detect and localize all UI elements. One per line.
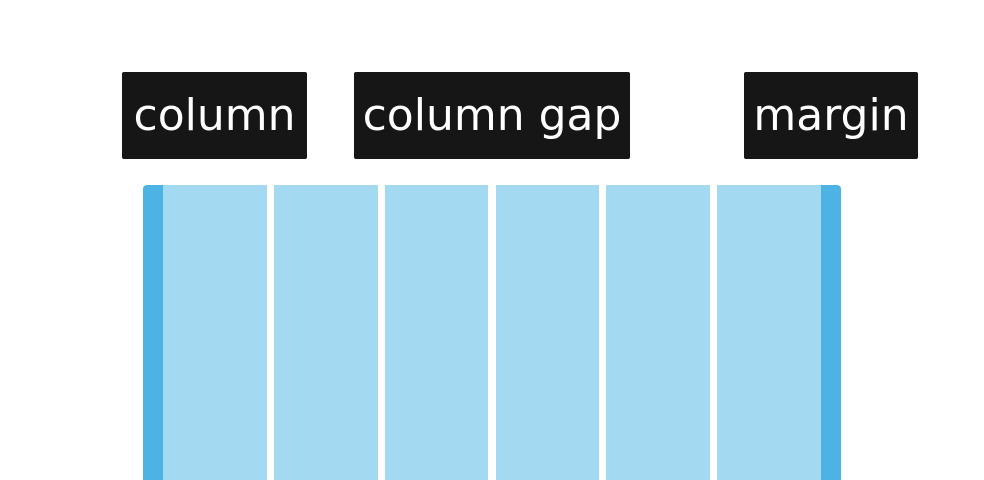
left-margin	[143, 185, 163, 480]
grid-column	[495, 185, 600, 480]
grid-column	[384, 185, 489, 480]
column-gap-label: column gap	[354, 72, 630, 159]
grid-column	[163, 185, 267, 480]
grid-column	[273, 185, 378, 480]
grid-column	[717, 185, 821, 480]
margin-label: margin	[744, 72, 918, 159]
grid-column	[606, 185, 711, 480]
column-label: column	[122, 72, 307, 159]
column-grid	[143, 185, 841, 480]
right-margin	[821, 185, 841, 480]
